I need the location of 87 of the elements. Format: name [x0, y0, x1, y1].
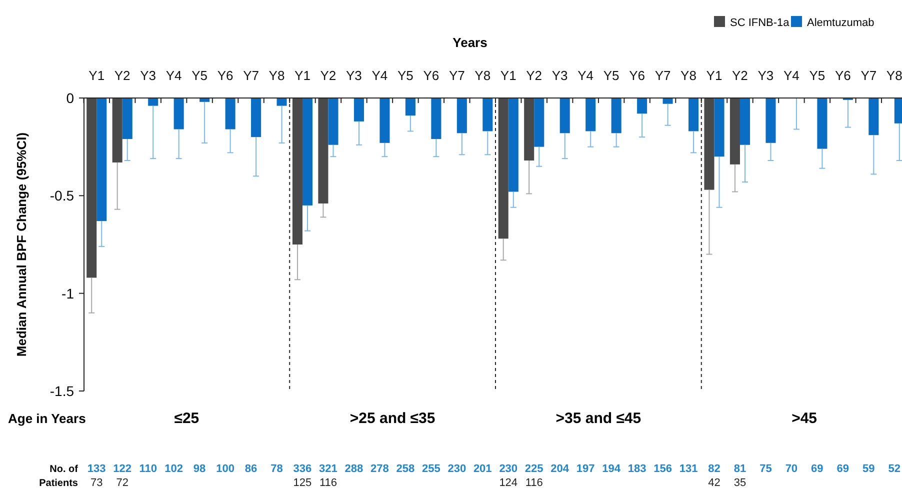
- text: 42: [708, 477, 720, 489]
- text: 70: [785, 463, 798, 475]
- x-tick-label: Y5: [603, 68, 620, 83]
- x-tick-label: Y8: [886, 68, 902, 83]
- text: 131: [679, 463, 698, 475]
- x-tick-label: Y5: [809, 68, 826, 83]
- x-tick-label: Y3: [552, 68, 568, 83]
- x-tick-label: Y7: [860, 68, 877, 83]
- x-tick-label: Y1: [706, 68, 722, 83]
- y-tick-label: -1.5: [50, 383, 74, 399]
- x-tick-label: Y8: [268, 68, 285, 83]
- text: ≤25: [174, 410, 200, 427]
- text: >25 and ≤35: [350, 410, 436, 427]
- x-tick-label: Y3: [346, 68, 362, 83]
- text: 125: [293, 477, 312, 489]
- y-tick-label: -1: [62, 285, 74, 302]
- x-tick-label: Y6: [423, 68, 440, 83]
- text: 116: [319, 477, 337, 489]
- x-tick-label: Y8: [680, 68, 696, 83]
- x-tick-label: Y2: [732, 68, 748, 83]
- text: No. of: [50, 464, 79, 475]
- text: 52: [888, 463, 901, 475]
- text: 124: [499, 477, 518, 489]
- legend-label: Alemtuzumab: [807, 17, 874, 29]
- x-tick-label: Y1: [88, 68, 105, 83]
- text: 156: [654, 463, 672, 475]
- text: 321: [319, 463, 338, 475]
- x-tick-label: Y4: [578, 68, 594, 83]
- text: 98: [193, 463, 206, 475]
- x-tick-label: Y4: [166, 68, 182, 83]
- text: 201: [473, 463, 492, 475]
- x-tick-label: Y2: [114, 68, 130, 83]
- x-axis-title: Years: [452, 35, 488, 50]
- text: 336: [293, 463, 312, 475]
- x-tick-label: Y6: [217, 68, 234, 83]
- text: 69: [811, 463, 824, 475]
- text: 75: [760, 463, 772, 475]
- x-tick-label: Y4: [783, 68, 800, 83]
- text: Patients: [39, 478, 78, 489]
- text: 59: [862, 463, 875, 475]
- y-axis-title: Median Annual BPF Change (95%CI): [14, 132, 29, 357]
- x-tick-label: Y6: [629, 68, 645, 83]
- text: >35 and ≤45: [556, 410, 642, 427]
- text: 230: [448, 463, 466, 475]
- text: 258: [396, 463, 415, 475]
- text: 225: [524, 463, 544, 475]
- y-tick-label: 0: [66, 90, 74, 106]
- x-tick-label: Y3: [758, 68, 774, 83]
- legend-label: SC IFNB-1a: [730, 17, 790, 29]
- x-tick-label: Y2: [320, 68, 336, 83]
- text: 288: [344, 463, 364, 475]
- x-tick-label: Y6: [834, 68, 851, 83]
- x-tick-label: Y3: [140, 68, 156, 83]
- text: 183: [628, 463, 646, 475]
- text: 81: [734, 463, 746, 475]
- text: 197: [576, 463, 595, 475]
- x-tick-label: Y8: [474, 68, 491, 83]
- x-tick-label: Y1: [294, 68, 310, 83]
- x-tick-label: Y1: [500, 68, 516, 83]
- x-tick-label: Y5: [397, 68, 414, 83]
- x-tick-label: Y4: [372, 68, 388, 83]
- text: 78: [270, 463, 283, 475]
- x-tick-label: Y7: [654, 68, 671, 83]
- text: 102: [164, 463, 183, 475]
- text: 72: [116, 477, 128, 489]
- x-tick-label: Y5: [192, 68, 208, 83]
- text: Age in Years: [8, 411, 86, 426]
- x-tick-label: Y2: [526, 68, 542, 83]
- text: 82: [708, 463, 720, 475]
- text: 69: [836, 463, 850, 475]
- text: 194: [602, 463, 622, 475]
- text: >45: [792, 410, 818, 427]
- text: 86: [244, 463, 258, 475]
- text: 278: [370, 463, 389, 475]
- text: 110: [139, 463, 157, 475]
- x-tick-label: Y7: [448, 68, 465, 83]
- text: 204: [550, 463, 570, 475]
- text: 116: [525, 477, 543, 489]
- text: 133: [87, 463, 106, 475]
- text: 230: [499, 463, 518, 475]
- text: 73: [90, 477, 103, 489]
- y-tick-label: -0.5: [50, 188, 74, 204]
- text: 122: [113, 463, 132, 475]
- x-tick-label: Y7: [243, 68, 259, 83]
- text: 255: [422, 463, 440, 475]
- text: 100: [216, 463, 234, 475]
- text: 35: [734, 477, 746, 489]
